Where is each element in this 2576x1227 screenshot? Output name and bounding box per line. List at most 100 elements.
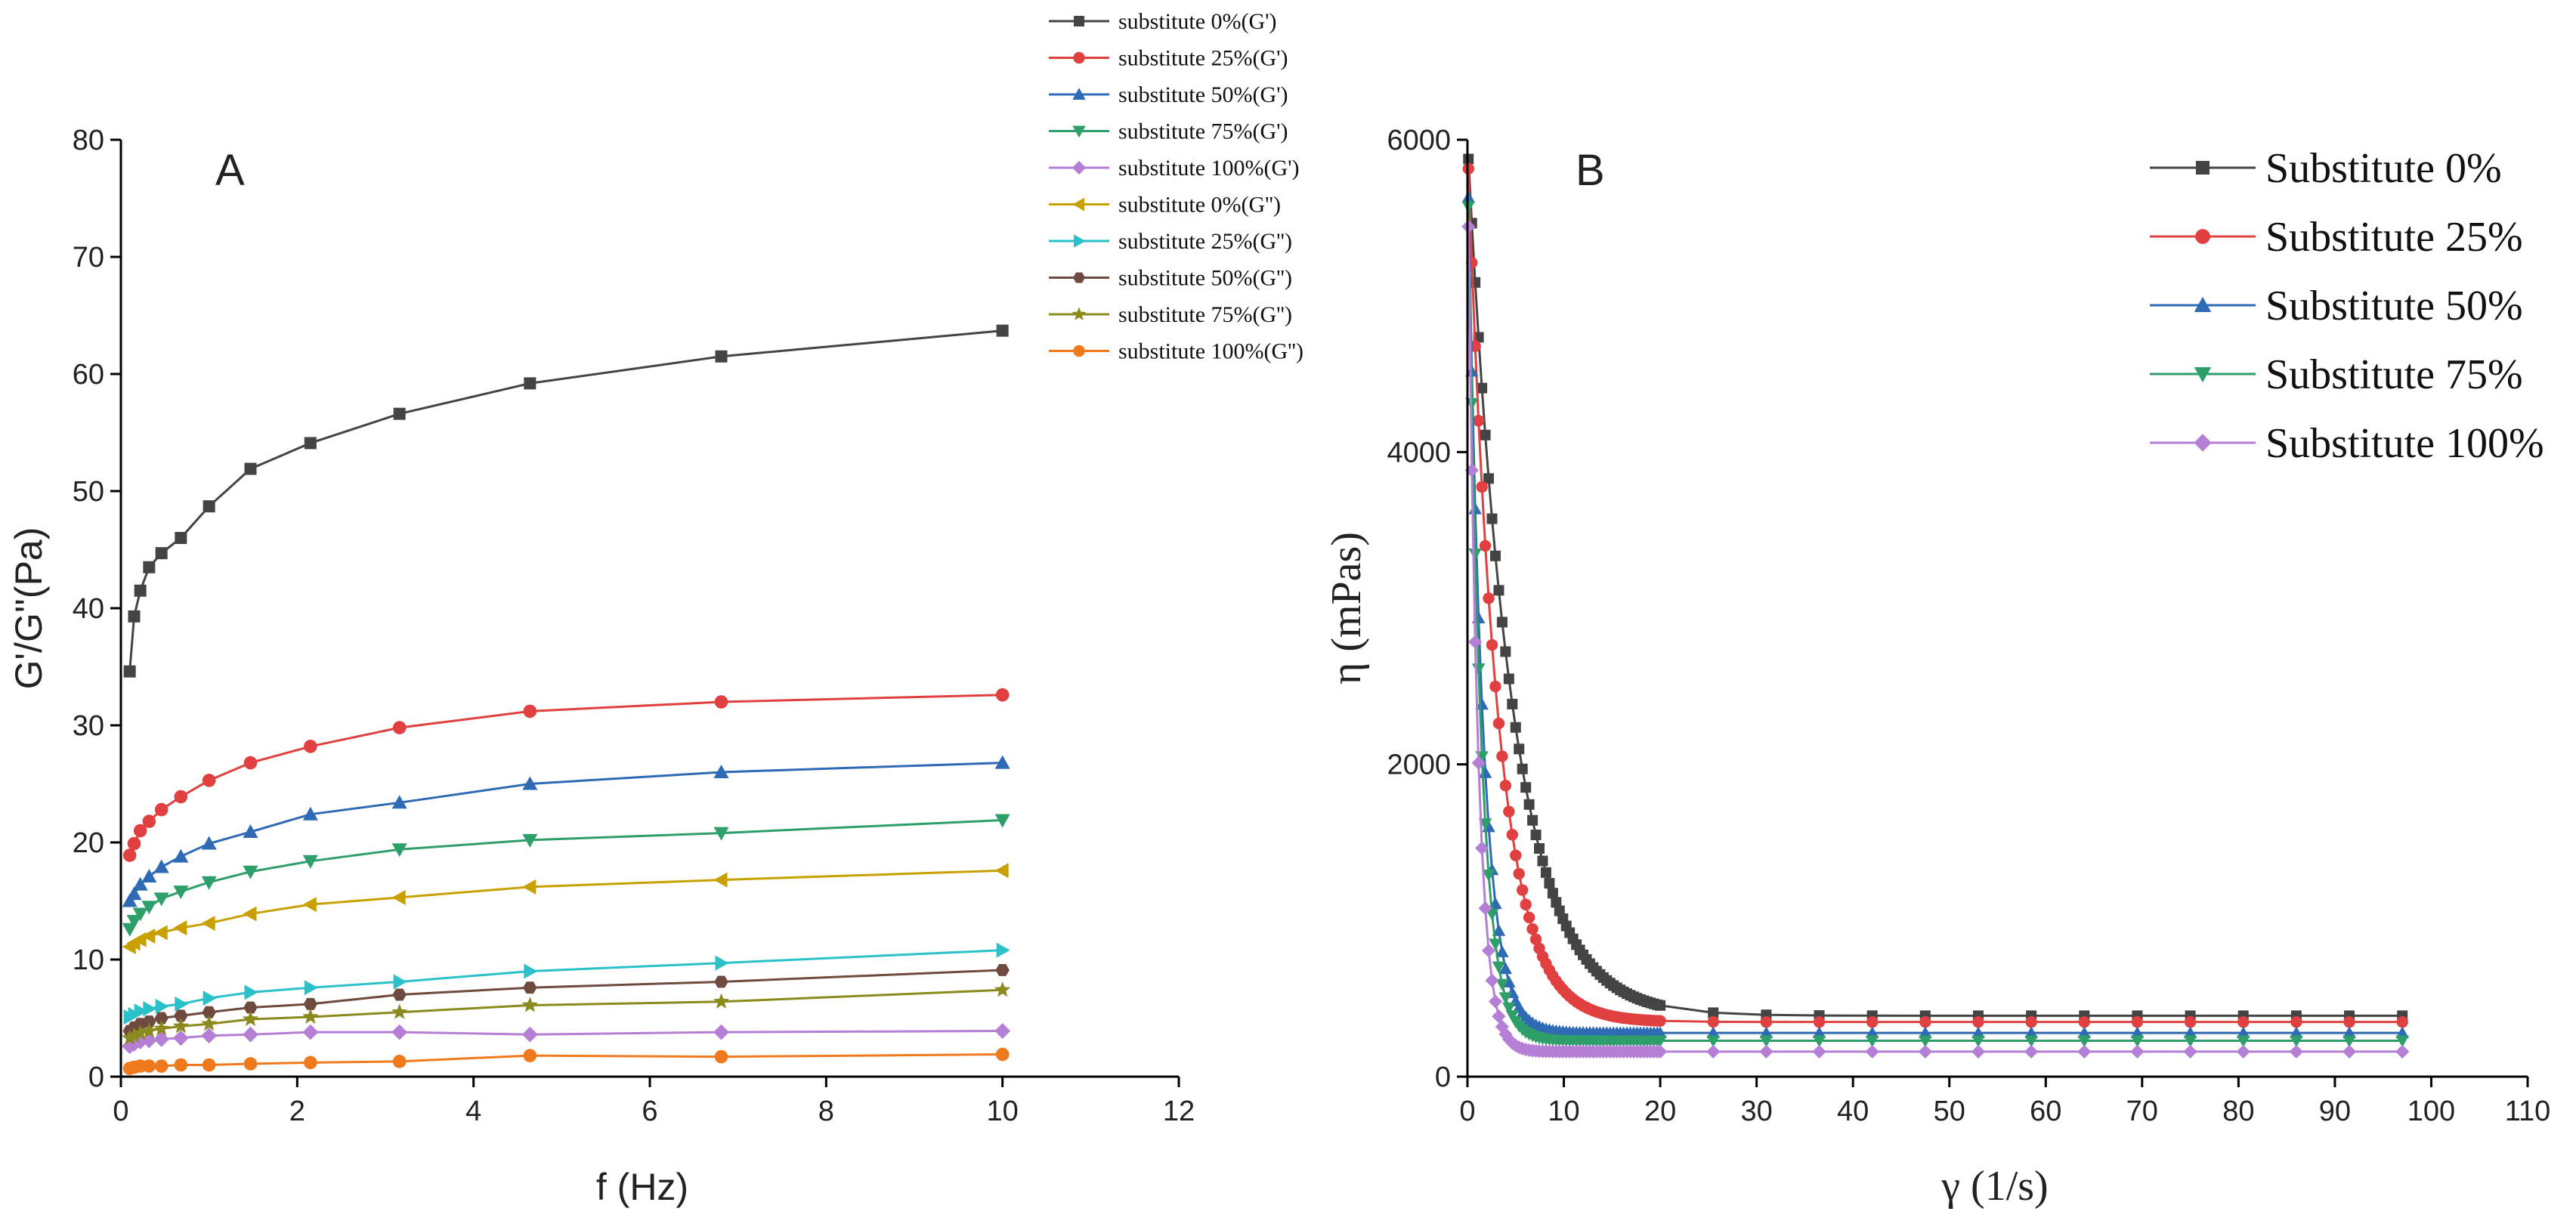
data-point [1493, 585, 1504, 596]
data-point [173, 848, 189, 863]
legend-label: Substitute 100% [2265, 420, 2544, 467]
data-point [1502, 1002, 1516, 1015]
data-point [1486, 513, 1498, 524]
data-point [1520, 898, 1532, 910]
legend-label: substitute 100%(G'') [1118, 339, 1303, 364]
legend-marker [2195, 229, 2210, 244]
data-point [1529, 933, 1542, 945]
series-line [128, 329, 1003, 672]
data-point [1708, 1007, 1719, 1018]
legend-marker [1072, 88, 1086, 100]
data-point [1812, 1044, 1826, 1059]
data-point [126, 886, 142, 901]
data-point [302, 897, 317, 913]
data-point [1653, 1026, 1667, 1039]
legend-label: substitute 25%(G') [1118, 46, 1288, 71]
legend-label: substitute 75%(G') [1118, 119, 1288, 144]
data-point [2290, 1015, 2302, 1028]
panel-b-xtick-label: 80 [2222, 1096, 2254, 1127]
legend-entry-substitute-50-g: substitute 50%(G') [1049, 82, 1288, 107]
series-line [128, 1030, 1003, 1048]
series-substitute-50-g [122, 755, 1010, 907]
data-point [994, 863, 1009, 879]
legend-marker [2194, 367, 2212, 383]
legend-label: substitute 75%(G'') [1118, 302, 1292, 327]
panel-a-legend: substitute 0%(G') substitute 25%(G') subst… [1049, 9, 1303, 364]
legend-entry-substitute-100: Substitute 100% [2150, 420, 2544, 467]
panel-a-ytick-label: 60 [73, 359, 104, 391]
data-point [155, 547, 168, 560]
series-substitute-0-g [122, 863, 1009, 954]
data-point [173, 885, 189, 900]
legend-entry-substitute-100-g: substitute 100%(G'') [1049, 339, 1303, 364]
legend-entry-substitute-75: Substitute 75% [2150, 351, 2523, 398]
data-point [172, 1018, 189, 1034]
data-point [127, 836, 141, 851]
panel-a-xtick-label: 0 [113, 1096, 128, 1127]
data-point [243, 865, 258, 879]
panel-a-xtick-label: 6 [642, 1096, 657, 1127]
legend-marker [2196, 161, 2210, 175]
legend-label: Substitute 50% [2265, 283, 2523, 329]
data-point [1971, 1035, 1985, 1048]
data-point [2024, 1044, 2039, 1059]
legend-marker [1073, 51, 1085, 64]
data-point [201, 876, 217, 890]
data-point [132, 876, 148, 891]
data-point [175, 532, 187, 544]
data-point [522, 879, 537, 895]
panel-a-xtick-label: 12 [1163, 1096, 1195, 1127]
data-point [2236, 1035, 2250, 1048]
panel-b-xtick-label: 40 [1837, 1096, 1869, 1127]
panel-b-ytick-label: 6000 [1387, 125, 1451, 156]
data-point [128, 610, 141, 623]
data-point [243, 756, 258, 770]
legend-label: Substitute 25% [2265, 214, 2523, 261]
panel-a-ytick-label: 0 [88, 1062, 104, 1093]
data-point [1492, 923, 1506, 936]
data-point [125, 1027, 143, 1043]
panel-b-ytick-label: 4000 [1387, 437, 1451, 468]
data-point [1865, 1044, 1879, 1059]
legend-label: substitute 0%(G'') [1118, 193, 1281, 218]
data-point [2078, 1015, 2090, 1028]
legend-label: substitute 100%(G') [1118, 156, 1300, 181]
legend-entry-substitute-0: Substitute 0% [2150, 145, 2502, 192]
data-point [122, 893, 138, 907]
data-point [142, 1059, 156, 1073]
data-point [1510, 722, 1521, 733]
data-point [1537, 855, 1548, 867]
data-point [1483, 592, 1495, 604]
series-substitute-75-g [122, 814, 1010, 937]
data-point [1507, 698, 1518, 709]
data-point [132, 907, 148, 922]
data-point [2236, 1026, 2250, 1039]
data-point [155, 999, 169, 1014]
legend-marker [1072, 125, 1086, 138]
legend-label: substitute 0%(G') [1118, 9, 1277, 34]
data-point [2289, 1044, 2303, 1059]
data-point [126, 914, 142, 929]
data-point [522, 833, 538, 848]
data-point [304, 1055, 317, 1070]
data-point [304, 437, 317, 450]
data-point [1498, 962, 1513, 975]
data-point [202, 774, 216, 787]
panel-b-letter: B [1576, 146, 1605, 195]
data-point [201, 836, 217, 850]
data-point [141, 929, 156, 944]
legend-entry-substitute-75-g: substitute 75%(G') [1049, 119, 1288, 144]
data-point [1471, 756, 1486, 770]
data-point [995, 963, 1010, 976]
data-point [524, 963, 538, 979]
data-point [1495, 978, 1509, 991]
data-point [142, 814, 156, 828]
data-point [1482, 869, 1495, 882]
data-point [143, 1001, 157, 1017]
panel-b-ylabel: η (mPas) [1323, 532, 1370, 685]
panel-a-xtick-label: 4 [465, 1096, 481, 1127]
data-point [1483, 473, 1495, 484]
data-point [1480, 429, 1491, 440]
panel-a-ytick-label: 80 [73, 125, 104, 156]
data-point [303, 997, 318, 1010]
